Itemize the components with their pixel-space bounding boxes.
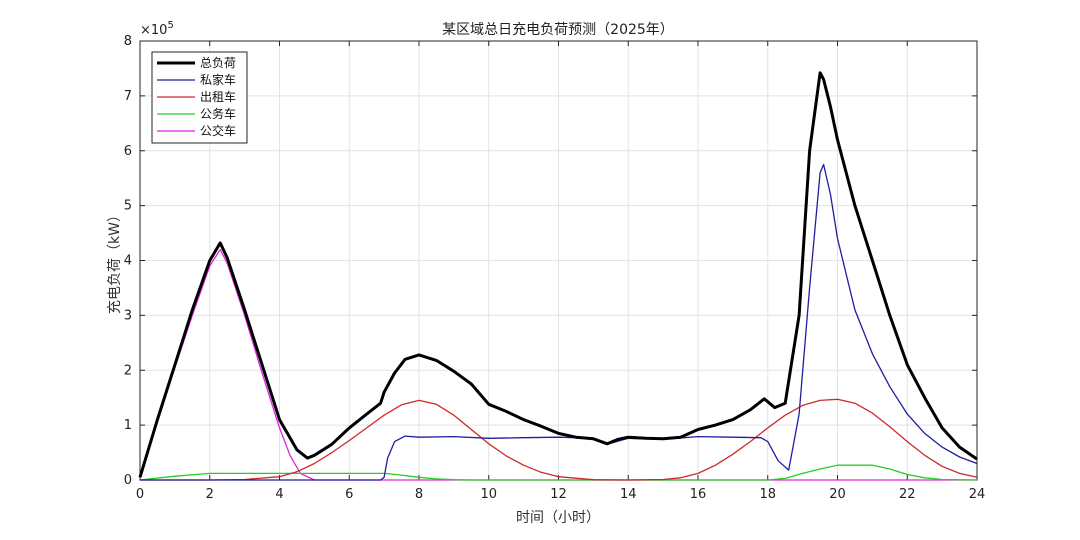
- legend-label: 出租车: [200, 89, 236, 104]
- chart-title: 某区域总日充电负荷预测（2025年）: [442, 22, 674, 38]
- x-tick-label: 12: [550, 487, 567, 502]
- y-tick-label: 6: [124, 144, 132, 159]
- x-tick-label: 6: [345, 487, 353, 502]
- y-axis-label: 充电负荷（kW）: [107, 208, 123, 314]
- y-ticks: 0 1 2 3 4 5 6 7 8: [124, 34, 977, 488]
- x-tick-label: 10: [480, 487, 497, 502]
- series-lines: [138, 71, 978, 481]
- x-tick-label: 4: [275, 487, 283, 502]
- y-tick-label: 5: [124, 199, 132, 214]
- x-tick-label: 24: [969, 487, 986, 502]
- series-line-2: [140, 398, 978, 481]
- series-line-3: [139, 464, 978, 481]
- x-tick-label: 0: [136, 487, 144, 502]
- x-tick-label: 16: [690, 487, 707, 502]
- x-tick-label: 2: [206, 487, 214, 502]
- x-axis-label: 时间（小时）: [516, 510, 600, 526]
- x-tick-label: 14: [620, 487, 637, 502]
- y-tick-label: 0: [124, 473, 132, 488]
- x-tick-label: 8: [415, 487, 423, 502]
- y-tick-label: 2: [124, 363, 132, 378]
- legend-label: 公务车: [200, 106, 236, 121]
- y-tick-label: 4: [124, 254, 132, 269]
- x-ticks: 0 2 4 6 8 10 12 14 16 18 20 22 24: [136, 41, 985, 502]
- x-tick-label: 20: [829, 487, 846, 502]
- legend-label: 总负荷: [200, 56, 236, 70]
- y-multiplier-base: ×10: [140, 23, 167, 38]
- y-multiplier-exponent: 5: [167, 20, 173, 31]
- y-tick-label: 1: [124, 418, 132, 433]
- y-tick-label: 8: [124, 34, 132, 49]
- series-line-1: [140, 163, 978, 481]
- legend-label: 公交车: [200, 123, 236, 138]
- y-multiplier: ×105: [140, 20, 174, 38]
- series-line-0: [138, 71, 978, 478]
- x-tick-label: 22: [899, 487, 916, 502]
- grid: [140, 41, 977, 480]
- y-tick-label: 7: [124, 89, 132, 104]
- x-tick-label: 18: [759, 487, 776, 502]
- y-tick-label: 3: [124, 308, 132, 323]
- legend-label: 私家车: [200, 72, 236, 87]
